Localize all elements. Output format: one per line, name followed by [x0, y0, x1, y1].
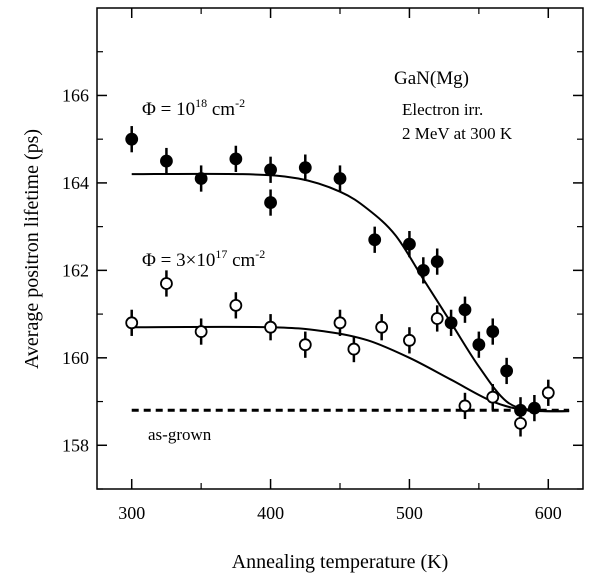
data-point-open: [264, 314, 277, 341]
marker: [528, 401, 541, 415]
marker: [514, 417, 527, 430]
x-tick-label: 400: [257, 503, 284, 523]
marker: [264, 163, 277, 177]
data-point-open: [347, 335, 361, 363]
marker: [160, 154, 173, 168]
data-point-filled: [458, 296, 472, 323]
data-point-filled: [486, 318, 500, 345]
marker: [472, 338, 486, 352]
x-tick-label: 300: [118, 503, 145, 523]
y-axis-title: Average positron lifetime (ps): [21, 129, 43, 369]
data-point-open: [430, 305, 444, 332]
data-point-filled: [298, 154, 312, 181]
marker: [444, 316, 458, 330]
marker: [430, 255, 444, 269]
data-point-filled: [430, 248, 444, 275]
x-tick-label: 500: [396, 503, 423, 523]
data-point-filled: [403, 231, 416, 258]
marker: [125, 132, 139, 146]
data-point-filled: [264, 189, 277, 216]
data-point-filled: [264, 156, 277, 183]
data-point-open: [125, 309, 139, 336]
marker: [375, 320, 389, 334]
marker: [125, 316, 139, 330]
axis-ticks: [97, 8, 583, 490]
marker: [298, 161, 312, 175]
y-tick-label: 164: [62, 173, 89, 193]
data-point-open: [298, 331, 312, 358]
marker: [458, 303, 472, 317]
plot-frame: [96, 7, 584, 490]
y-tick-label: 166: [62, 85, 89, 105]
marker: [347, 342, 361, 356]
marker: [368, 233, 382, 247]
data-point-filled: [333, 165, 347, 192]
data-point-open: [458, 392, 472, 420]
data-point-filled: [160, 147, 173, 175]
data-point-filled: [194, 165, 208, 192]
data-point-open: [514, 410, 527, 437]
data-point-filled: [444, 309, 458, 336]
tick-labels: 300 400 500 600 158 160 162 164 166: [62, 85, 562, 523]
y-tick-label: 158: [62, 435, 89, 455]
y-tick-label: 162: [62, 260, 89, 280]
data-point-filled: [472, 331, 486, 358]
marker: [298, 338, 312, 352]
data-point-filled: [229, 145, 243, 172]
data-point-open: [229, 292, 243, 319]
marker: [403, 237, 416, 251]
data-point-open: [375, 314, 389, 341]
data-point-open: [194, 318, 208, 345]
data-point-filled: [528, 394, 541, 422]
irradiation-label-line2: 2 MeV at 300 K: [402, 124, 513, 143]
fluence-low-label: Φ = 3×1017 cm-2: [142, 247, 265, 271]
marker: [500, 364, 514, 378]
data-point-open: [160, 270, 173, 297]
data-point-filled: [416, 257, 430, 284]
marker: [229, 298, 243, 312]
sample-label: GaN(Mg): [394, 68, 469, 89]
data-point-filled: [125, 126, 139, 153]
marker: [264, 196, 277, 209]
marker: [430, 312, 444, 325]
irradiation-label-line1: Electron irr.: [402, 100, 483, 119]
marker: [333, 316, 347, 330]
marker: [458, 399, 472, 413]
data-point-filled: [500, 357, 514, 385]
marker: [486, 325, 500, 338]
x-tick-label: 600: [535, 503, 562, 523]
marker: [160, 277, 173, 290]
fluence-high-label: Φ = 1018 cm-2: [142, 96, 245, 120]
data-point-filled: [368, 226, 382, 253]
marker: [416, 263, 430, 277]
marker: [403, 333, 416, 347]
data-points: [125, 126, 555, 437]
marker: [264, 320, 277, 334]
marker: [486, 390, 500, 404]
data-point-open: [486, 384, 500, 411]
data-point-open: [333, 309, 347, 336]
x-axis-title: Annealing temperature (K): [232, 551, 449, 573]
data-point-open: [541, 379, 555, 406]
data-point-open: [403, 327, 416, 354]
marker: [194, 325, 208, 338]
y-tick-label: 160: [62, 348, 89, 368]
marker: [229, 152, 243, 166]
marker: [333, 172, 347, 185]
marker: [541, 386, 555, 400]
marker: [194, 172, 208, 185]
as-grown-label: as-grown: [148, 425, 212, 444]
